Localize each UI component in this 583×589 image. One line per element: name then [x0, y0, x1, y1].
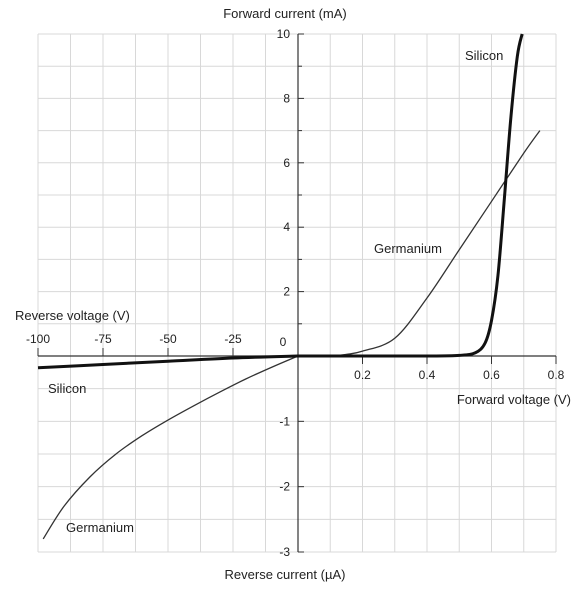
tick-label: -1 [279, 414, 290, 428]
silicon-forward-curve [298, 33, 524, 358]
germanium-reverse-annotation: Germanium [66, 520, 134, 535]
tick-label: 0.6 [483, 368, 500, 382]
ticks: -100 -75 -50 -25 0.2 0.4 0.6 0.8 2 4 6 8 10 -1 -2 -3 [26, 27, 565, 559]
tick-label: 2 [283, 285, 290, 299]
reverse-current-axis-title: Reverse current (µA) [225, 567, 346, 582]
tick-label: 8 [283, 91, 290, 105]
silicon-reverse-annotation: Silicon [48, 381, 86, 396]
forward-current-axis-title: Forward current (mA) [223, 6, 347, 21]
tick-label: -50 [159, 332, 177, 346]
tick-label: -3 [279, 545, 290, 559]
tick-label: 10 [277, 27, 291, 41]
axes [38, 34, 556, 552]
grid [37, 33, 557, 553]
curves [37, 33, 541, 540]
germanium-forward-annotation: Germanium [374, 241, 442, 256]
germanium-reverse-curve [42, 355, 299, 540]
tick-label: -25 [224, 332, 242, 346]
tick-label: 6 [283, 156, 290, 170]
reverse-voltage-axis-title: Reverse voltage (V) [15, 308, 130, 323]
tick-label: 4 [283, 220, 290, 234]
tick-label: 0.8 [548, 368, 565, 382]
silicon-forward-annotation: Silicon [465, 48, 503, 63]
tick-label: 0.2 [354, 368, 371, 382]
tick-label: -75 [94, 332, 112, 346]
origin-label: 0 [280, 335, 287, 349]
tick-label: -100 [26, 332, 50, 346]
tick-label: -2 [279, 480, 290, 494]
silicon-reverse-curve [37, 354, 299, 370]
forward-voltage-axis-title: Forward voltage (V) [457, 392, 571, 407]
tick-label: 0.4 [419, 368, 436, 382]
